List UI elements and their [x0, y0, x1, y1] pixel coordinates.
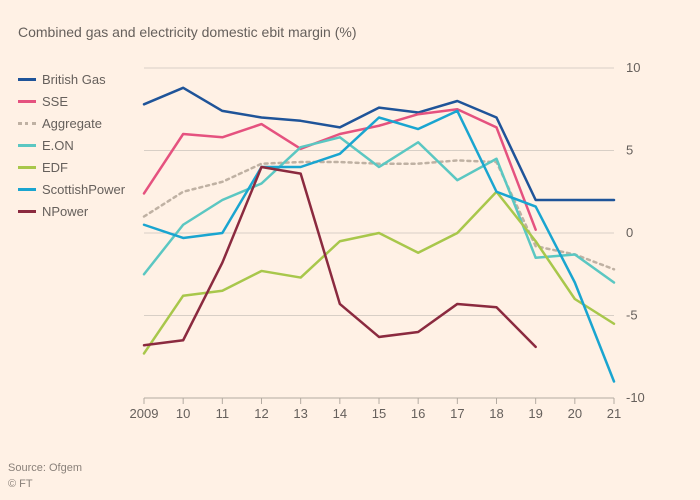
svg-text:2009: 2009 [130, 406, 159, 421]
legend-swatch [18, 78, 36, 81]
svg-text:5: 5 [626, 143, 633, 158]
svg-text:12: 12 [254, 406, 268, 421]
series-line [144, 192, 614, 354]
legend-label: NPower [42, 204, 88, 219]
series-line [144, 137, 614, 282]
svg-text:21: 21 [607, 406, 621, 421]
svg-text:15: 15 [372, 406, 386, 421]
chart-subtitle: Combined gas and electricity domestic eb… [18, 24, 356, 40]
legend-item: EDF [18, 156, 125, 178]
svg-text:17: 17 [450, 406, 464, 421]
chart-container: Combined gas and electricity domestic eb… [0, 0, 700, 500]
legend-label: Aggregate [42, 116, 102, 131]
legend-label: SSE [42, 94, 68, 109]
plot-area: -10-505102009101112131415161718192021 [140, 68, 650, 428]
svg-text:18: 18 [489, 406, 503, 421]
svg-text:11: 11 [216, 406, 230, 421]
legend-label: E.ON [42, 138, 74, 153]
legend-label: EDF [42, 160, 68, 175]
copyright-label: © FT [8, 477, 82, 492]
legend-label: British Gas [42, 72, 106, 87]
svg-text:16: 16 [411, 406, 425, 421]
legend-item: British Gas [18, 68, 125, 90]
legend-swatch [18, 100, 36, 103]
legend-swatch [18, 144, 36, 147]
svg-text:-5: -5 [626, 308, 638, 323]
svg-text:10: 10 [176, 406, 190, 421]
legend-swatch [18, 210, 36, 213]
legend-swatch [18, 166, 36, 169]
legend-item: Aggregate [18, 112, 125, 134]
legend-item: NPower [18, 200, 125, 222]
svg-text:0: 0 [626, 225, 633, 240]
legend-label: ScottishPower [42, 182, 125, 197]
legend-item: SSE [18, 90, 125, 112]
svg-text:19: 19 [528, 406, 542, 421]
plot-svg: -10-505102009101112131415161718192021 [140, 68, 650, 428]
source-label: Source: Ofgem [8, 461, 82, 476]
svg-text:-10: -10 [626, 390, 645, 405]
svg-text:20: 20 [568, 406, 582, 421]
series-line [144, 111, 614, 382]
legend: British Gas SSE Aggregate E.ON EDF ScottishPo… [18, 68, 125, 222]
legend-item: ScottishPower [18, 178, 125, 200]
legend-item: E.ON [18, 134, 125, 156]
legend-swatch [18, 122, 36, 125]
svg-text:10: 10 [626, 60, 640, 75]
chart-footer: Source: Ofgem © FT [8, 461, 82, 492]
svg-text:13: 13 [293, 406, 307, 421]
svg-text:14: 14 [333, 406, 347, 421]
legend-swatch [18, 188, 36, 191]
series-line [144, 167, 536, 347]
